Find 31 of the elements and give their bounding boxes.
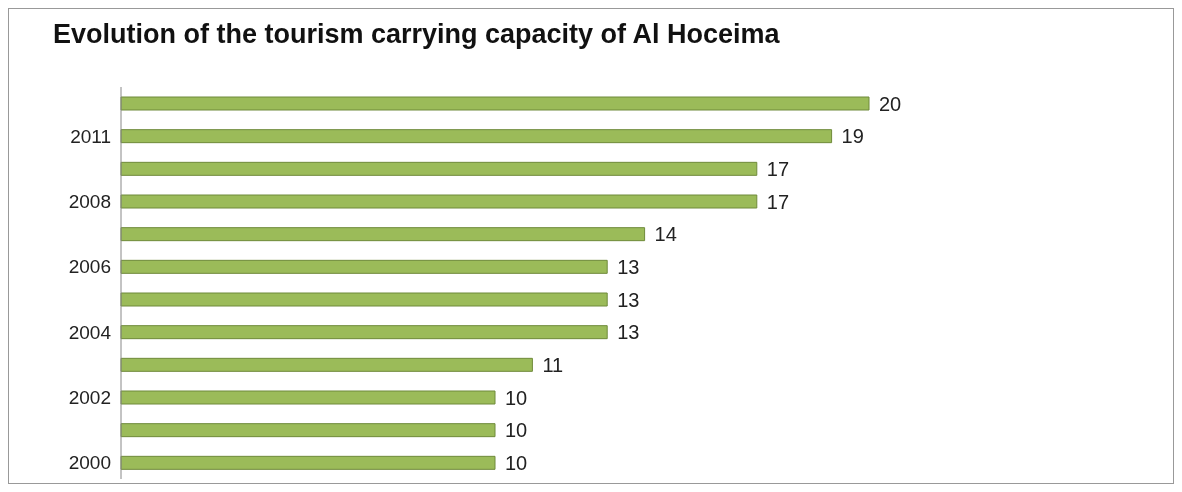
data-label: 13 [617,288,640,311]
bar [120,423,496,438]
bar [120,227,646,242]
data-label: 17 [766,157,790,180]
bar [120,96,870,111]
bar [120,161,758,176]
data-label: 11 [542,353,564,376]
y-tick-label: 2006 [68,256,111,278]
bar [120,292,608,307]
data-label: 14 [654,223,677,246]
data-label: 19 [841,125,864,148]
y-tick-label: 2011 [70,125,111,147]
bar [120,455,496,470]
data-label: 20 [879,92,902,115]
bar [120,129,833,144]
y-tick-label: 2002 [68,387,111,409]
bar [120,325,608,340]
bar [120,357,533,372]
data-label: 13 [617,255,640,278]
bar [120,259,608,274]
y-tick-label: 2004 [68,321,112,343]
y-tick-label: 2008 [68,191,111,213]
data-label: 10 [505,386,528,409]
bar [120,390,496,405]
data-label: 10 [505,451,528,474]
chart-title: Evolution of the tourism carrying capacity of Al Hoceima [53,19,780,50]
data-label: 13 [617,321,640,344]
data-label: 17 [766,190,790,213]
bar [120,194,758,209]
data-label: 10 [505,419,528,442]
y-tick-label: 2000 [68,452,111,474]
